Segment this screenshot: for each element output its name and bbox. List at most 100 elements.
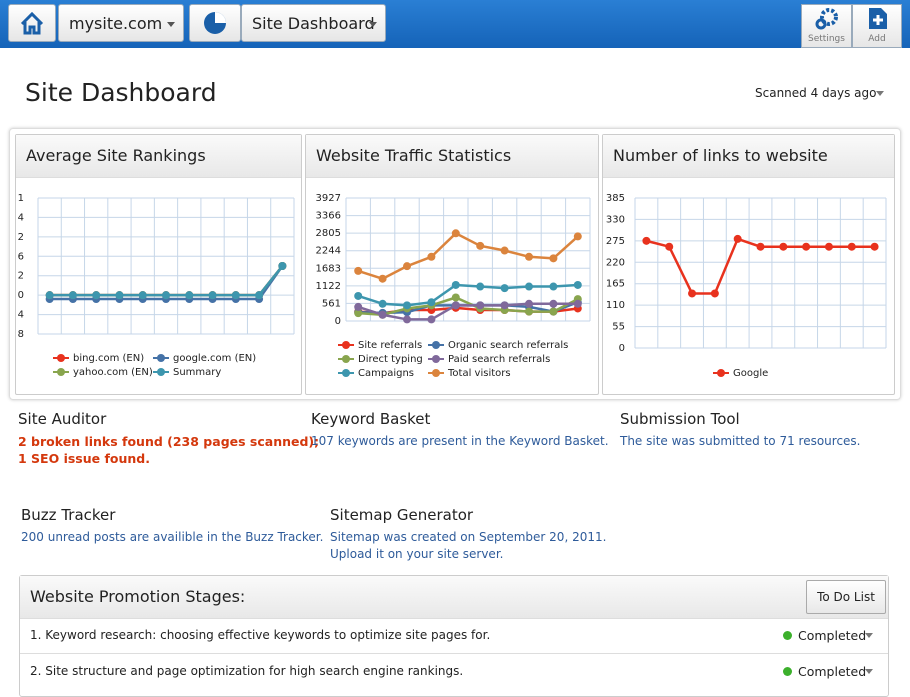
stage-row: 2. Site structure and page optimization … — [20, 653, 888, 689]
point — [573, 232, 582, 241]
links-chart: 0 55 110 165 220 275 330 385 Google — [606, 193, 887, 379]
sitemap-line[interactable]: Sitemap was created on September 20, 201… — [330, 530, 607, 544]
y-tick-label: 8 — [18, 329, 24, 340]
charts-container — [9, 128, 901, 400]
legend-label: Total visitors — [447, 368, 511, 379]
dashboard-icon-button[interactable] — [189, 4, 241, 42]
point — [525, 307, 533, 316]
point — [756, 242, 765, 251]
status-text: Completed — [798, 628, 867, 643]
dashboard-selector[interactable]: Site Dashboard — [241, 4, 386, 42]
point — [451, 229, 460, 238]
stage-status[interactable]: Completed — [783, 654, 866, 689]
tool-title: Keyword Basket — [311, 410, 431, 428]
point — [476, 282, 485, 291]
y-tick-label: 0 — [619, 343, 625, 354]
tool-title: Site Auditor — [18, 410, 107, 428]
series-line — [358, 296, 579, 316]
point — [688, 289, 697, 298]
point — [573, 299, 582, 308]
scanned-text: Scanned 4 days ago — [755, 86, 877, 100]
dashboard-name: Site Dashboard — [252, 14, 375, 33]
point — [779, 242, 788, 251]
gear-icon — [815, 8, 838, 30]
y-tick-label: 0 — [18, 290, 24, 301]
y-tick-label: 110 — [606, 300, 625, 311]
legend-swatch — [342, 355, 350, 363]
y-tick-label: 385 — [606, 193, 625, 204]
legend-label: bing.com (EN) — [73, 353, 144, 364]
legend-swatch — [432, 355, 440, 363]
point — [427, 298, 436, 307]
point — [354, 309, 363, 318]
point — [451, 280, 460, 289]
keyword-text[interactable]: 107 keywords are present in the Keyword … — [311, 434, 609, 448]
rankings-chart: 1 4 2 6 2 0 4 8 bing.com (EN) google.com (EN) yaho… — [18, 193, 295, 378]
legend-label: google.com (EN) — [173, 353, 256, 364]
point — [847, 242, 856, 251]
panel-title: Average Site Rankings — [16, 135, 301, 178]
stage-text: 2. Site structure and page optimization … — [30, 664, 464, 678]
point — [549, 282, 558, 291]
sitemap-line[interactable]: Upload it on your site server. — [330, 547, 504, 561]
point — [115, 291, 124, 300]
legend-label: Campaigns — [358, 368, 414, 379]
legend-swatch — [432, 369, 440, 377]
rankings-panel: Average Site Rankings 1 4 2 6 2 0 4 8 bing.com (… — [15, 134, 302, 395]
y-tick-label: 4 — [18, 212, 24, 223]
y-tick-label: 2805 — [316, 228, 341, 239]
point — [525, 282, 533, 291]
y-tick-label: 55 — [612, 322, 625, 333]
point — [208, 291, 217, 300]
status-text: Completed — [798, 664, 867, 679]
point — [500, 246, 509, 255]
stage-row: 1. Keyword research: choosing effective … — [20, 618, 888, 653]
y-tick-label: 2244 — [316, 246, 341, 257]
tool-title: Submission Tool — [620, 410, 740, 428]
point — [354, 291, 363, 300]
auditor-line[interactable]: 2 broken links found (238 pages scanned)… — [18, 434, 320, 449]
panel-title: Number of links to website — [603, 135, 894, 178]
panel-title: Website Traffic Statistics — [306, 135, 598, 178]
legend-swatch — [342, 369, 350, 377]
point — [378, 274, 387, 283]
point — [354, 266, 363, 275]
y-tick-label: 561 — [322, 298, 341, 309]
point — [403, 262, 411, 271]
point — [255, 291, 264, 300]
site-selector[interactable]: mysite.com — [58, 4, 184, 42]
y-tick-label: 4 — [18, 310, 24, 321]
auditor-line[interactable]: 1 SEO issue found. — [18, 451, 150, 466]
legend-swatch — [157, 368, 165, 376]
stages-header: Website Promotion Stages: To Do List — [20, 576, 888, 619]
point — [403, 301, 411, 310]
settings-label: Settings — [808, 34, 845, 44]
y-tick-label: 2 — [18, 232, 24, 243]
pie-icon — [204, 12, 226, 34]
point — [278, 262, 287, 270]
stages-title: Website Promotion Stages: — [30, 587, 246, 606]
tool-title: Sitemap Generator — [330, 506, 474, 524]
point — [665, 242, 674, 251]
legend-swatch — [57, 368, 65, 376]
traffic-panel: Website Traffic Statistics 0 561 1122 1683 2… — [305, 134, 599, 395]
series-line — [357, 283, 578, 307]
scanned-dropdown[interactable]: Scanned 4 days ago — [755, 86, 895, 100]
settings-button[interactable]: Settings — [801, 4, 852, 48]
y-tick-label: 1122 — [316, 281, 341, 292]
point — [162, 291, 170, 300]
home-button[interactable] — [8, 4, 56, 42]
point — [378, 299, 387, 308]
todo-button[interactable]: To Do List — [806, 580, 886, 614]
point — [427, 252, 436, 261]
y-tick-label: 275 — [606, 236, 625, 247]
add-button[interactable]: Add — [852, 4, 902, 48]
traffic-chart: 0 561 1122 1683 2244 2805 3366 3927 Site referra… — [316, 193, 591, 379]
buzz-text[interactable]: 200 unread posts are availible in the Bu… — [21, 530, 324, 544]
stage-status[interactable]: Completed — [783, 618, 866, 653]
home-icon — [20, 11, 44, 35]
y-tick-label: 3927 — [316, 193, 341, 204]
point — [427, 315, 436, 324]
y-tick-label: 330 — [606, 214, 625, 225]
submission-text[interactable]: The site was submitted to 71 resources. — [620, 434, 861, 448]
